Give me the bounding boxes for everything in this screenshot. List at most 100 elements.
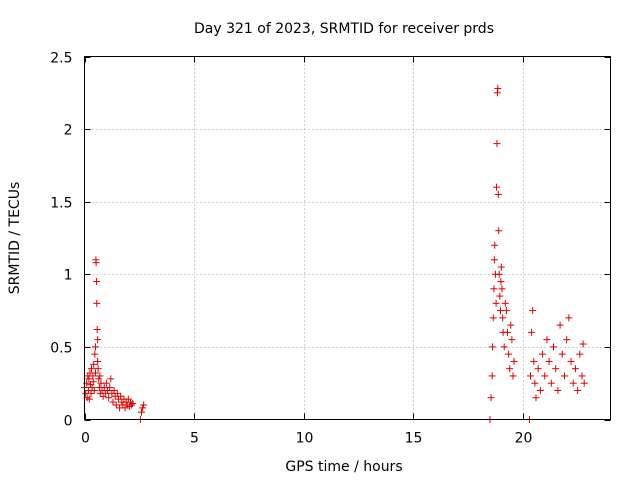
y-tick-label: 1.5 (50, 196, 72, 212)
data-point (489, 343, 497, 351)
y-tick-label: 2.5 (50, 51, 72, 67)
data-point (113, 389, 121, 397)
data-point (487, 394, 495, 402)
grid-lines (84, 56, 611, 420)
data-point (571, 365, 579, 373)
data-point (507, 321, 515, 329)
data-points (81, 84, 588, 423)
data-point (558, 350, 566, 358)
data-point (495, 270, 503, 278)
data-point (497, 278, 505, 286)
data-point (496, 307, 504, 315)
data-point (503, 328, 511, 336)
data-point (506, 365, 514, 373)
data-point (505, 350, 513, 358)
data-point (550, 343, 558, 351)
data-point (565, 314, 573, 322)
data-point (580, 379, 588, 387)
data-point (569, 379, 577, 387)
data-point (93, 278, 101, 286)
data-point (94, 365, 102, 373)
data-point (510, 357, 518, 365)
data-point (91, 343, 99, 351)
data-point (579, 340, 587, 348)
data-point (532, 394, 540, 402)
data-point (498, 285, 506, 293)
data-point (567, 357, 575, 365)
data-point (541, 372, 549, 380)
data-point (491, 241, 499, 249)
data-point (91, 350, 99, 358)
data-point (140, 401, 148, 409)
data-point (128, 401, 136, 409)
data-point (94, 336, 102, 344)
data-point (139, 404, 147, 412)
data-point (509, 372, 517, 380)
data-point (490, 285, 498, 293)
data-point (508, 336, 516, 344)
y-tick-label: 0.5 (50, 341, 72, 357)
data-point (499, 314, 507, 322)
data-point (106, 384, 114, 392)
data-point (107, 375, 115, 383)
data-point (93, 325, 101, 333)
data-point (545, 357, 553, 365)
data-point (528, 328, 536, 336)
y-tick-label: 2 (64, 123, 73, 139)
data-point (85, 395, 93, 403)
data-point (578, 372, 586, 380)
data-point (492, 299, 500, 307)
data-point (112, 401, 120, 409)
y-axis-label: SRMTID / TECUs (7, 182, 23, 295)
data-point (494, 84, 502, 92)
axis-ticks: 0 5 10 15 20 0 0.5 1 1.5 2 2.5 (50, 51, 611, 447)
data-point (110, 386, 118, 394)
data-point (92, 259, 100, 267)
x-tick-label: 5 (190, 431, 199, 447)
x-axis-label: GPS time / hours (285, 459, 402, 475)
x-tick-label: 0 (81, 431, 90, 447)
data-point (102, 379, 110, 387)
data-point (501, 299, 509, 307)
data-point (105, 394, 113, 402)
data-point (89, 378, 97, 386)
data-point (527, 372, 535, 380)
data-point (502, 307, 510, 315)
data-point (90, 386, 98, 394)
data-point (574, 386, 582, 394)
data-point (488, 372, 496, 380)
data-point (495, 227, 503, 235)
data-point (530, 357, 538, 365)
data-point (531, 379, 539, 387)
data-point (543, 336, 551, 344)
data-point (91, 369, 99, 377)
data-point (85, 375, 93, 383)
data-point (493, 140, 501, 148)
data-point (88, 365, 96, 373)
data-point (534, 365, 542, 373)
data-point (500, 343, 508, 351)
data-point (554, 386, 562, 394)
data-point (493, 183, 501, 191)
data-point (95, 375, 103, 383)
plot-frame (84, 56, 611, 420)
data-point (117, 392, 125, 400)
x-tick-label: 15 (405, 431, 423, 447)
data-point (129, 400, 137, 408)
data-point (560, 372, 568, 380)
data-point (563, 336, 571, 344)
data-point (529, 307, 537, 315)
data-point (137, 408, 145, 416)
data-point (536, 386, 544, 394)
data-point (576, 350, 584, 358)
y-tick-label: 0 (64, 414, 73, 430)
data-point (539, 350, 547, 358)
data-point (94, 357, 102, 365)
data-point (87, 389, 95, 397)
data-point (496, 292, 504, 300)
chart-title: Day 321 of 2023, SRMTID for receiver prd… (194, 21, 494, 37)
data-point (497, 263, 505, 271)
data-point (109, 398, 117, 406)
x-tick-label: 10 (296, 431, 314, 447)
x-tick-label: 20 (515, 431, 533, 447)
